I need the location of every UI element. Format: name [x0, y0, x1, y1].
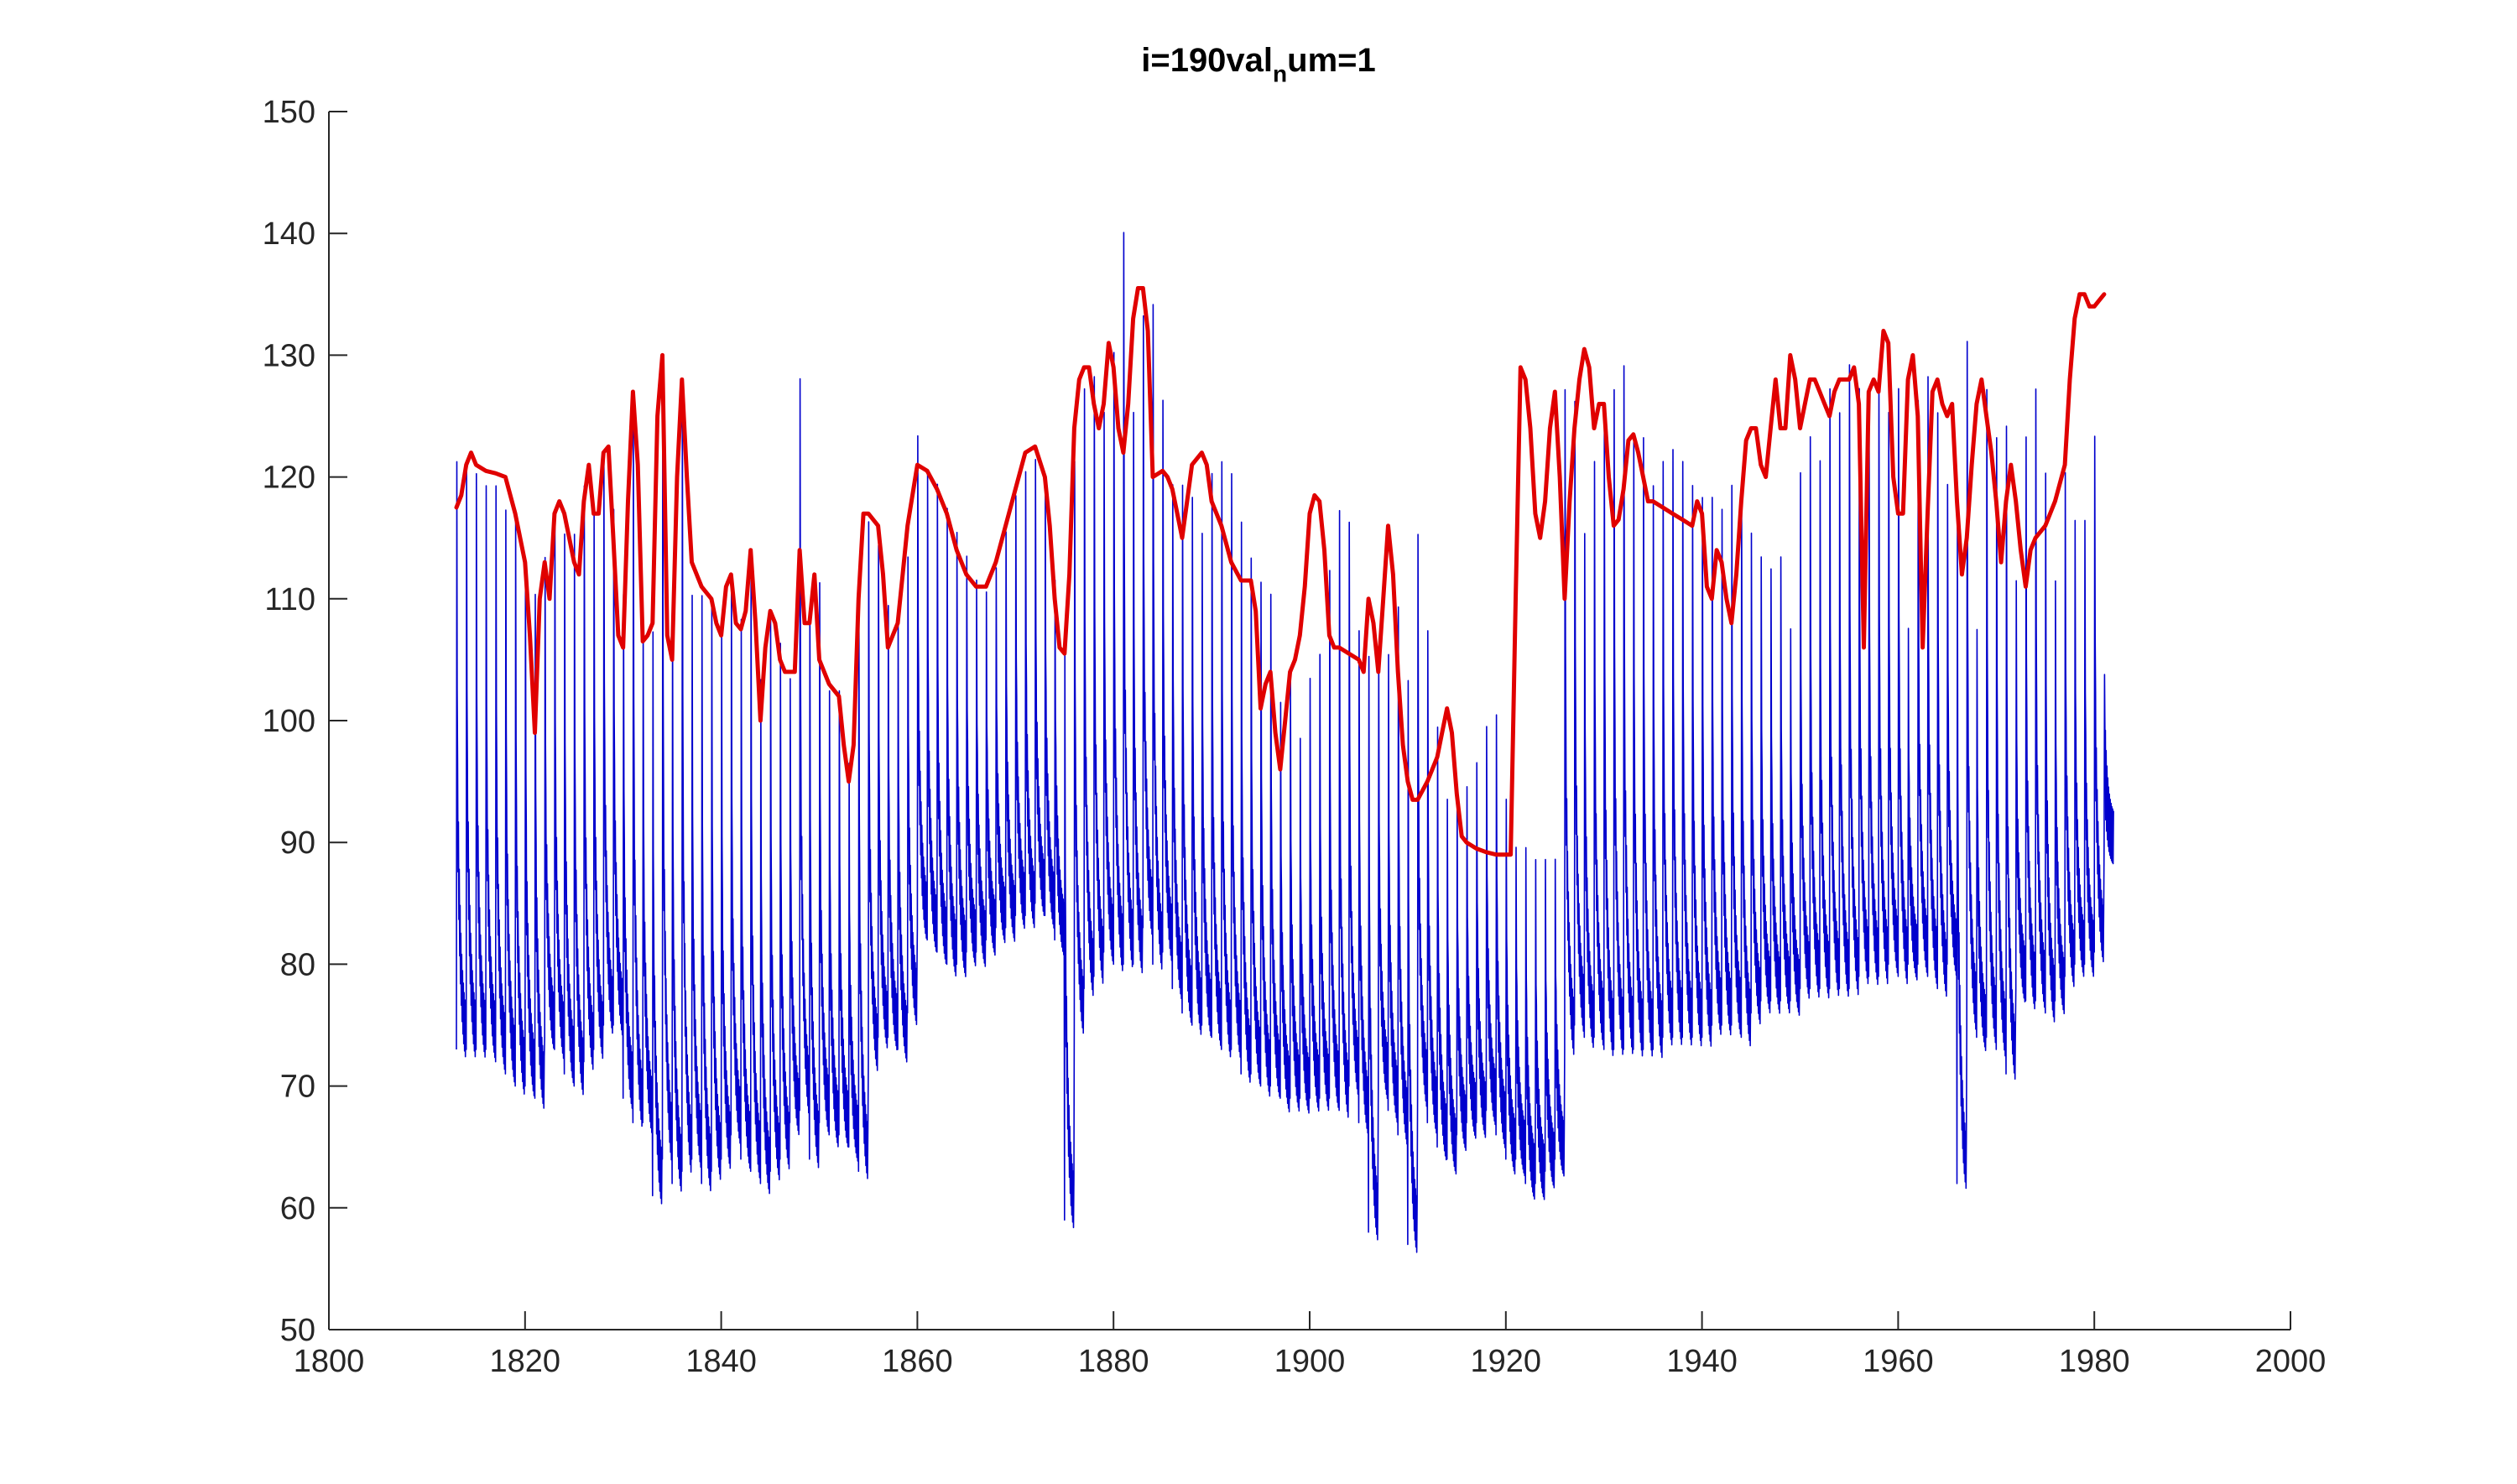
x-tick-label: 1860: [882, 1344, 953, 1379]
x-tick-label: 1820: [490, 1344, 561, 1379]
x-tick-label: 1880: [1078, 1344, 1149, 1379]
y-tick-label: 120: [263, 461, 315, 496]
axes: 1800 1820 1840 1860 1880 1900 1920 1940 1960 1980…: [263, 95, 2327, 1379]
y-tick-label: 60: [280, 1191, 315, 1226]
y-tick-label: 90: [280, 825, 315, 861]
x-tick-label: 1940: [1666, 1344, 1738, 1379]
chart-title-tail: um=1: [1287, 42, 1376, 79]
y-tick-label: 140: [263, 216, 315, 252]
series-blue: [456, 232, 2114, 1253]
x-tick-label: 1980: [2059, 1344, 2130, 1379]
y-tick-label: 70: [280, 1070, 315, 1105]
y-tick-label: 50: [280, 1313, 315, 1348]
x-tick-label: 1900: [1274, 1344, 1346, 1379]
y-tick-label: 130: [263, 338, 315, 373]
x-tick-label: 1800: [294, 1344, 365, 1379]
series-red-line: [454, 286, 2107, 857]
chart-title: i=190valnum=1: [0, 42, 2517, 88]
x-tick-label: 1840: [685, 1344, 757, 1379]
chart-title-main: i=190val: [1141, 42, 1274, 79]
series-red: [454, 286, 2107, 857]
x-tick-label: 1960: [1863, 1344, 1934, 1379]
x-tick-label: 2000: [2255, 1344, 2327, 1379]
chart-title-subscript: n: [1273, 60, 1288, 87]
y-tick-label: 100: [263, 704, 315, 739]
x-tick-label: 1920: [1471, 1344, 1542, 1379]
y-tick-label: 110: [264, 582, 315, 617]
y-tick-label: 150: [263, 95, 315, 130]
y-tick-label: 80: [280, 947, 315, 982]
series-blue-line: [456, 232, 2114, 1253]
